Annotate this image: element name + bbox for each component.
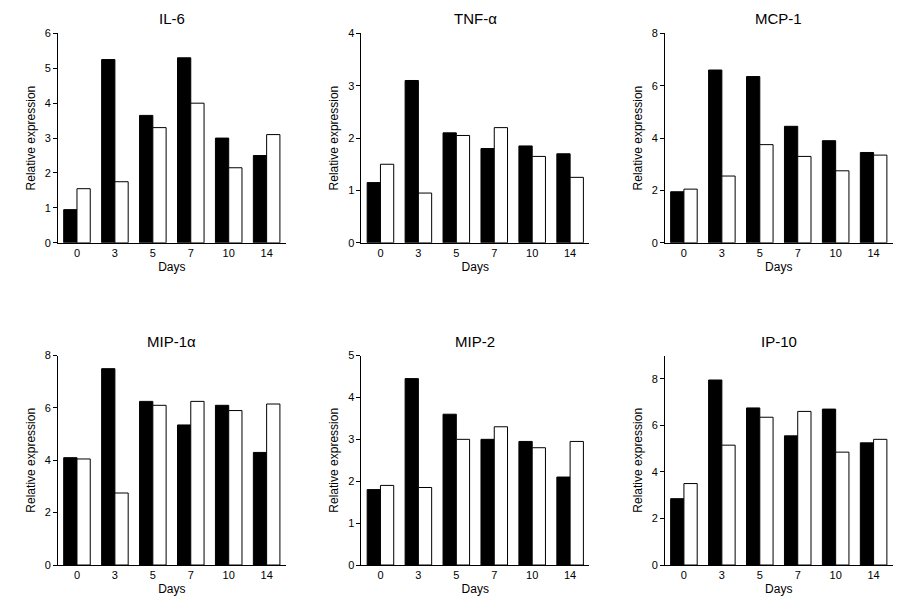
svg-text:0: 0 [681,247,687,259]
svg-text:3: 3 [719,569,725,581]
svg-text:7: 7 [795,569,801,581]
svg-text:5: 5 [150,569,156,581]
svg-text:4: 4 [652,132,658,144]
svg-text:IL-6: IL-6 [159,10,185,27]
svg-text:10: 10 [830,247,842,259]
svg-text:7: 7 [491,247,497,259]
svg-text:2: 2 [45,167,51,179]
svg-text:14: 14 [564,247,576,259]
svg-text:14: 14 [564,569,576,581]
svg-text:TNF-α: TNF-α [454,10,497,27]
svg-text:0: 0 [45,237,51,249]
svg-text:3: 3 [348,433,354,445]
svg-text:Relative expression: Relative expression [327,86,341,191]
svg-text:14: 14 [261,247,273,259]
svg-text:0: 0 [74,569,80,581]
svg-text:8: 8 [652,373,658,385]
svg-text:Days: Days [158,260,185,274]
svg-text:0: 0 [45,559,51,571]
svg-text:3: 3 [112,569,118,581]
svg-text:10: 10 [526,569,538,581]
svg-text:1: 1 [348,184,354,196]
svg-text:6: 6 [652,419,658,431]
svg-text:8: 8 [45,349,51,361]
svg-text:10: 10 [223,569,235,581]
svg-text:Days: Days [765,582,792,596]
svg-text:2: 2 [348,475,354,487]
svg-text:0: 0 [652,237,658,249]
svg-text:0: 0 [681,569,687,581]
svg-text:5: 5 [757,569,763,581]
svg-text:7: 7 [188,569,194,581]
svg-text:1: 1 [45,202,51,214]
svg-text:3: 3 [112,247,118,259]
svg-text:3: 3 [45,132,51,144]
svg-text:7: 7 [491,569,497,581]
svg-text:14: 14 [867,247,879,259]
svg-text:4: 4 [348,391,354,403]
svg-text:2: 2 [348,132,354,144]
svg-text:8: 8 [652,27,658,39]
svg-text:4: 4 [348,27,354,39]
svg-text:6: 6 [45,27,51,39]
svg-text:1: 1 [348,517,354,529]
svg-text:0: 0 [348,559,354,571]
svg-text:5: 5 [757,247,763,259]
svg-text:10: 10 [223,247,235,259]
svg-text:0: 0 [652,559,658,571]
svg-text:IP-10: IP-10 [761,333,797,350]
svg-text:Days: Days [462,582,489,596]
svg-text:MIP-1α: MIP-1α [147,333,196,350]
svg-text:Relative expression: Relative expression [24,408,38,513]
svg-text:6: 6 [652,80,658,92]
svg-text:3: 3 [415,247,421,259]
svg-text:10: 10 [526,247,538,259]
svg-text:5: 5 [45,62,51,74]
svg-text:5: 5 [150,247,156,259]
svg-text:5: 5 [453,247,459,259]
svg-text:MCP-1: MCP-1 [755,10,802,27]
svg-text:Relative expression: Relative expression [631,408,645,513]
svg-text:3: 3 [719,247,725,259]
svg-text:6: 6 [45,402,51,414]
svg-text:14: 14 [261,569,273,581]
svg-text:7: 7 [188,247,194,259]
svg-text:MIP-2: MIP-2 [455,333,495,350]
svg-text:5: 5 [453,569,459,581]
svg-text:2: 2 [652,184,658,196]
svg-text:4: 4 [652,466,658,478]
svg-text:0: 0 [377,569,383,581]
svg-text:4: 4 [45,454,51,466]
svg-text:2: 2 [45,506,51,518]
svg-text:Days: Days [765,260,792,274]
svg-text:7: 7 [795,247,801,259]
svg-text:14: 14 [867,569,879,581]
svg-text:3: 3 [415,569,421,581]
svg-text:0: 0 [74,247,80,259]
svg-text:2: 2 [652,512,658,524]
svg-text:Relative expression: Relative expression [327,408,341,513]
svg-text:4: 4 [45,97,51,109]
svg-text:Relative expression: Relative expression [24,86,38,191]
svg-text:Days: Days [462,260,489,274]
svg-text:5: 5 [348,349,354,361]
svg-text:3: 3 [348,80,354,92]
svg-text:10: 10 [830,569,842,581]
svg-text:0: 0 [377,247,383,259]
svg-text:Relative expression: Relative expression [631,86,645,191]
svg-text:0: 0 [348,237,354,249]
svg-text:Days: Days [158,582,185,596]
